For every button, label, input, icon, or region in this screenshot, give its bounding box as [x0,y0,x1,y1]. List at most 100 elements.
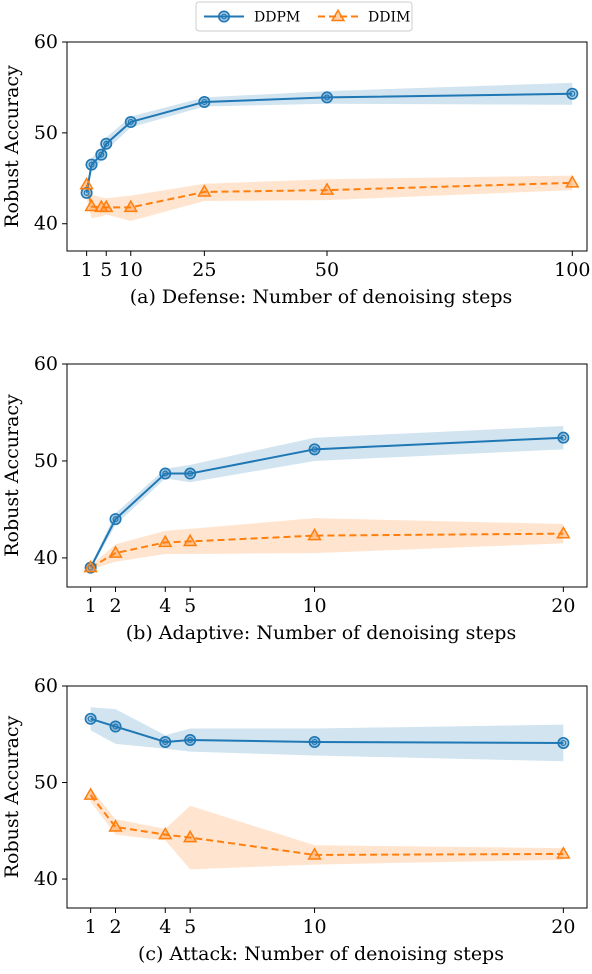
data-point-ddpm-inner [83,189,90,196]
data-point-ddim [565,175,580,188]
data-point-ddpm-inner [311,738,318,745]
data-point-ddim [319,182,335,195]
data-point-ddpm-inner [162,738,169,745]
data-point-ddpm-inner [560,739,567,746]
data-point-ddim [83,559,98,573]
data-point-ddpm [84,712,97,725]
confidence-band-ddim [90,788,564,870]
data-point-ddpm-inner [560,434,567,441]
x-tick-label: 5 [184,595,196,617]
x-tick-label: 10 [302,595,326,617]
x-tick-label: 50 [315,259,339,281]
confidence-band-ddpm [90,707,564,762]
data-point-ddpm-inner [98,151,105,158]
data-point-ddpm-inner [162,470,169,477]
x-tick-label: 5 [100,259,112,281]
series-line-ddpm [90,717,564,744]
x-tick-label: 10 [302,916,326,938]
plot-frame [66,685,588,909]
chart-panel-1: 40 50 60 1 5 10 25 50 100 (a) Defense: Number of … [1,31,590,308]
plot-frame [66,41,588,252]
x-tick-label: 4 [159,595,171,617]
y-axis-label: Robust Accuracy [1,65,23,228]
data-point-ddpm-inner [569,90,576,97]
data-point-ddim [108,819,123,832]
y-tick-label: 60 [34,353,58,375]
data-point-ddim [197,184,212,197]
plot-frame [66,363,588,588]
data-point-ddim [556,846,571,859]
data-point-ddim [307,847,322,860]
legend: DDPM DDIM [195,1,413,32]
y-axis-label: Robust Accuracy [1,394,23,557]
data-point-ddpm [198,95,211,108]
data-point-ddpm-inner [103,140,110,147]
data-point-ddpm-inner [324,94,331,101]
x-tick-label: 100 [554,259,590,281]
data-point-ddpm [85,158,98,171]
y-tick-label: 50 [34,450,58,472]
x-axis-label: (b) Adaptive: Number of denoising steps [126,622,516,644]
legend-entry-ddim: DDIM [318,8,410,26]
data-point-ddpm-inner [127,118,134,125]
data-point-ddpm [100,137,113,150]
data-point-ddim [83,787,98,800]
x-axis-label: (a) Defense: Number of denoising steps [130,286,513,308]
data-point-ddpm-inner [187,470,194,477]
data-point-ddim [158,534,173,548]
data-point-ddim [182,533,198,547]
data-point-ddpm [184,734,197,747]
y-tick-label: 40 [34,213,58,235]
data-point-ddpm [95,148,108,161]
x-tick-label: 20 [551,595,575,617]
data-point-ddpm [124,115,137,128]
x-tick-label: 1 [85,916,97,938]
data-point-ddpm [109,513,122,526]
legend-marker-ddim [330,8,346,22]
data-point-ddim [84,198,99,212]
data-point-ddpm-inner [112,516,119,523]
data-point-ddpm [557,431,570,444]
series-line-ddim [89,794,564,856]
confidence-band-ddim [90,518,564,570]
data-point-ddpm [308,735,321,748]
y-tick-label: 40 [34,547,58,569]
data-point-ddpm [159,467,172,480]
x-tick-label: 2 [109,916,121,938]
legend-frame [195,1,413,32]
data-point-ddpm [159,735,172,748]
data-point-ddim [556,525,571,539]
chart-panel-2: 40 50 60 1 2 4 5 10 20 (b) Adaptive: Number of de… [1,353,588,644]
y-tick-label: 60 [34,31,58,53]
data-point-ddpm [566,87,579,100]
data-point-ddpm-inner [201,98,208,105]
x-tick-label: 1 [81,259,93,281]
data-point-ddpm [320,91,333,104]
x-tick-label: 5 [184,916,196,938]
data-point-ddim [79,176,94,190]
legend-entry-ddpm: DDPM [204,10,300,26]
legend-marker-ddpm [218,10,231,23]
data-point-ddpm [80,186,93,199]
data-point-ddpm-inner [311,446,318,453]
confidence-band-ddpm [90,426,564,570]
series-line-ddpm [89,436,564,569]
x-axis-label: (c) Attack: Number of denoising steps [138,943,504,965]
data-point-ddim [99,199,114,213]
x-tick-label: 20 [551,916,575,938]
data-point-ddim [182,829,198,843]
data-point-ddim [108,545,123,558]
x-tick-label: 25 [192,259,216,281]
data-point-ddpm [308,443,321,456]
x-tick-label: 4 [159,916,171,938]
x-tick-label: 2 [109,595,121,617]
y-tick-label: 50 [34,122,58,144]
data-point-ddpm [557,736,570,749]
y-axis-label: Robust Accuracy [1,715,23,878]
confidence-band-ddim [86,173,573,222]
y-tick-label: 40 [34,868,58,890]
data-point-ddpm-inner [87,715,94,722]
series-line-ddim [85,181,573,209]
